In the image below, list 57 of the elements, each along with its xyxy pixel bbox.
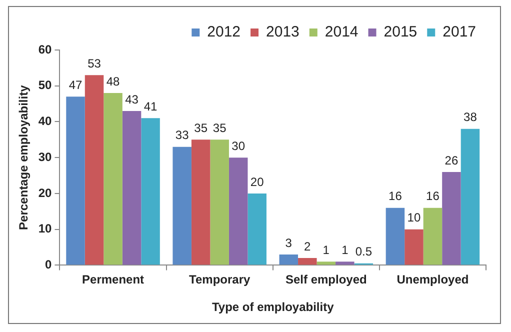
data-label: 30 [232,138,246,153]
bar [460,128,480,265]
data-label: 20 [250,174,264,189]
bar [423,208,442,265]
bar [228,158,248,265]
data-label: 43 [125,92,139,106]
x-tick-label: Unemployed [396,272,469,287]
legend-label: 2015 [384,24,418,41]
data-label: 41 [144,99,158,114]
bar [191,140,210,265]
x-tick-label: Permenent [82,272,144,287]
y-axis-title: Percentage employability [16,84,31,230]
x-tick-label: Temporary [189,272,250,287]
bar [248,193,266,265]
bar [298,258,317,265]
bar [141,118,160,265]
x-axis-title: Type of employability [212,300,334,314]
bar [442,172,461,265]
bar [122,110,142,265]
bar [336,262,354,265]
bar [386,208,405,265]
data-label: 48 [106,74,120,88]
data-label: 47 [68,78,83,92]
data-label: 10 [407,210,421,225]
data-label: 53 [88,56,102,70]
bar [404,229,424,265]
y-tick-label: 60 [38,42,52,56]
data-label: 38 [464,110,478,124]
legend-label: 2017 [442,24,476,41]
y-tick-label: 40 [38,114,52,128]
bar [210,140,229,265]
data-label: 3 [285,236,292,250]
data-label: 35 [194,120,208,135]
data-label: 26 [444,153,458,168]
y-tick-label: 50 [38,78,52,92]
y-tick-label: 20 [38,186,52,200]
legend-label: 2014 [324,24,358,41]
legend-label: 2013 [266,24,300,41]
bar [172,146,192,265]
bar [104,93,122,265]
data-label: 1 [322,242,330,257]
data-label: 16 [388,189,402,204]
bar [84,75,104,265]
data-label: 2 [304,239,312,254]
y-tick-label: 10 [38,222,52,236]
data-label: 16 [426,189,440,204]
data-label: 33 [175,128,190,142]
y-tick-label: 0 [45,258,52,272]
data-label: 1 [342,242,349,257]
bar [66,96,85,265]
legend-label: 2012 [207,24,241,41]
bar [316,262,336,265]
data-label: 0.5 [355,244,372,259]
y-tick-label: 30 [38,150,52,164]
x-tick-label: Self employed [285,272,367,287]
bar [279,254,298,265]
data-label: 35 [212,120,227,135]
